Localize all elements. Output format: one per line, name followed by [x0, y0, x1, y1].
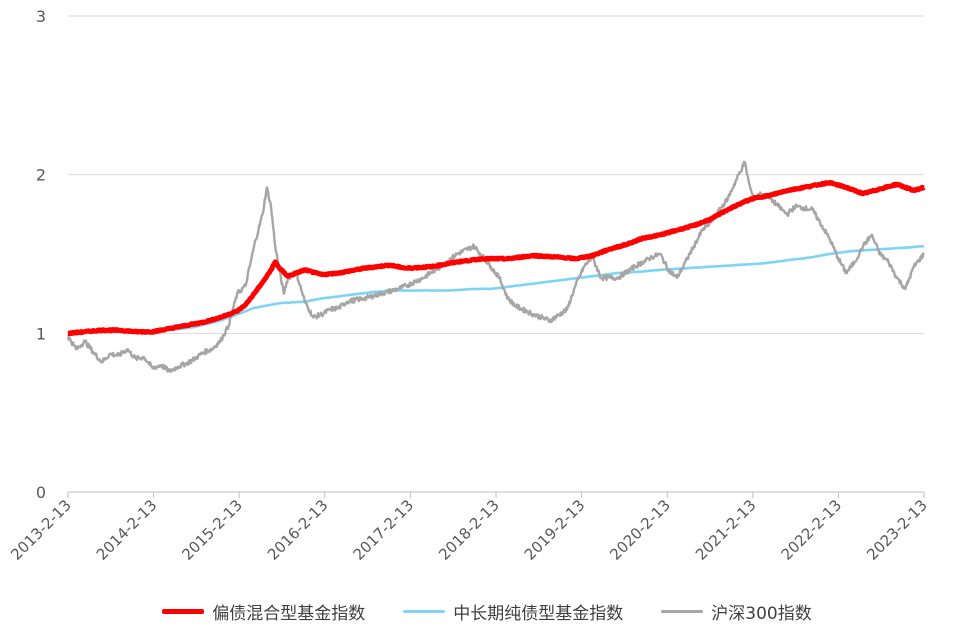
x-tick-label: 2021-2-13 — [692, 496, 760, 564]
legend-swatch-series-0 — [162, 608, 205, 614]
y-tick-label: 3 — [36, 7, 46, 26]
x-tick-label: 2014-2-13 — [93, 496, 161, 564]
legend-label-series-2: 沪深300指数 — [711, 603, 812, 624]
y-tick-label: 2 — [36, 166, 46, 185]
series-line-0 — [66, 180, 926, 337]
legend-item-series-2[interactable]: 沪深300指数 — [661, 599, 812, 624]
x-tick-label: 2015-2-13 — [178, 496, 246, 564]
y-axis-tick-labels: 0 1 2 3 — [36, 7, 46, 502]
legend-swatch-series-2 — [661, 609, 704, 613]
legend-swatch-series-1 — [403, 609, 446, 613]
legend-label-series-0: 偏债混合型基金指数 — [212, 603, 366, 624]
series-lines — [66, 160, 926, 373]
x-tick-label: 2019-2-13 — [521, 496, 589, 564]
legend: 偏债混合型基金指数 中长期纯债型基金指数 沪深300指数 — [0, 596, 974, 626]
x-tick-label: 2022-2-13 — [778, 496, 846, 564]
legend-item-series-0[interactable]: 偏债混合型基金指数 — [162, 599, 365, 624]
x-tick-label: 2016-2-13 — [264, 496, 332, 564]
legend-item-series-1[interactable]: 中长期纯债型基金指数 — [403, 599, 623, 624]
legend-label-series-1: 中长期纯债型基金指数 — [453, 603, 624, 624]
x-axis: 2013-2-13 2014-2-13 2015-2-13 2016-2-13 2017… — [7, 491, 931, 564]
x-tick-label: 2023-2-13 — [863, 496, 931, 564]
x-tick-label: 2018-2-13 — [435, 496, 503, 564]
gridlines — [68, 15, 924, 334]
y-tick-label: 1 — [36, 324, 46, 343]
x-tick-label: 2017-2-13 — [350, 496, 418, 564]
x-tick-label: 2020-2-13 — [606, 496, 674, 564]
y-tick-label: 0 — [36, 483, 46, 502]
series-line-2 — [66, 160, 925, 373]
x-tick-label: 2013-2-13 — [7, 496, 75, 564]
